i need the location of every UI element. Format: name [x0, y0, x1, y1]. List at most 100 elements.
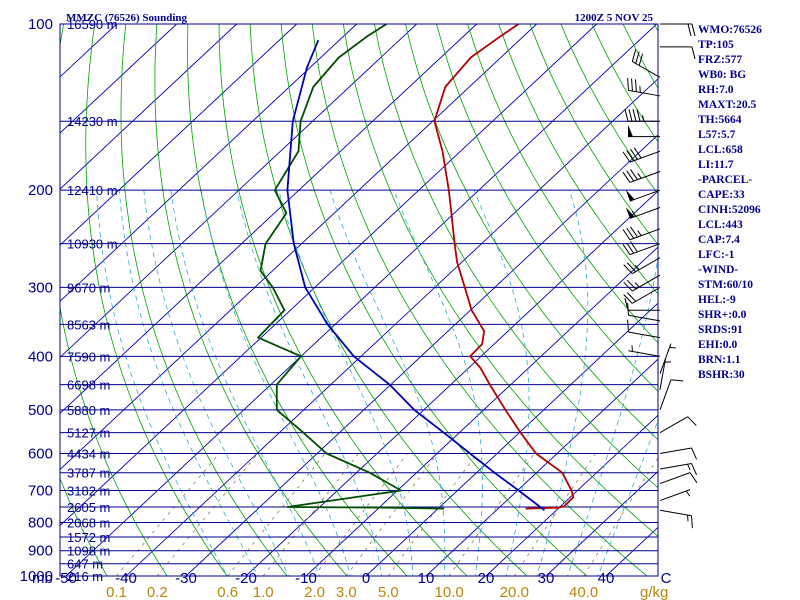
index-item: BRN:1.1	[698, 354, 741, 366]
wind-barb-half-feather	[687, 463, 691, 471]
wind-barb-feather	[670, 379, 684, 382]
pressure-tick-label: 100	[28, 16, 53, 33]
wind-barb-feather	[691, 463, 698, 475]
mixing-ratio-tick-label: 5.0	[378, 584, 399, 600]
isobar-lines	[60, 23, 658, 577]
height-label: 12410 m	[67, 183, 118, 198]
wind-barb-feather	[622, 229, 631, 241]
dry-adiabat-line	[405, 24, 658, 441]
height-label: 2068 m	[67, 516, 110, 531]
wind-barb-feather	[626, 262, 637, 272]
wind-barb	[632, 257, 661, 275]
wind-barb-feather	[626, 227, 635, 239]
wind-barb-feather	[691, 447, 698, 460]
moist-adiabat-line	[597, 419, 658, 576]
mixing-ratio-axis-labels: 0.1 0.2 0.6 1.0 2.0 3.0 5.0 10.0 20.0 40.0	[106, 584, 598, 600]
chart-title: MMZC (76526) Sounding	[66, 12, 188, 24]
wind-barb-feather	[622, 151, 631, 163]
wind-barb-feather	[627, 302, 629, 316]
isotherm-line	[60, 24, 177, 134]
wind-barb-feather	[687, 416, 697, 426]
height-label: 4434 m	[67, 447, 110, 462]
wind-barb	[659, 509, 692, 517]
wind-barb-feather	[631, 78, 633, 92]
wind-barb-feather	[691, 46, 696, 59]
isotherm-line	[125, 78, 658, 576]
dry-adiabat-line	[85, 24, 228, 576]
wind-barb-feather	[630, 241, 638, 253]
moist-adiabat-line	[278, 190, 414, 576]
height-label: 3182 m	[67, 483, 110, 498]
temperature-trace	[433, 24, 575, 510]
moist-adiabat-line	[200, 190, 351, 576]
isotherm-line	[305, 246, 658, 576]
wind-barb-feather	[623, 281, 633, 292]
wind-barb-half-feather	[637, 172, 642, 179]
wind-barb-half-feather	[669, 346, 676, 349]
isotherm-line	[545, 470, 658, 576]
isotherm-line	[60, 24, 597, 527]
temperature-tick-label: -40	[115, 570, 137, 587]
wind-barb-feather	[626, 279, 637, 290]
index-item: TH:5664	[698, 114, 742, 126]
wind-barb	[629, 150, 661, 163]
pressure-tick-label: 700	[28, 482, 53, 499]
index-item: LCL:443	[698, 219, 743, 231]
isotherm-line	[60, 24, 417, 358]
height-label: 5127 m	[67, 426, 110, 441]
wind-barb-feather	[624, 109, 629, 122]
temperature-tick-label: -30	[175, 570, 197, 587]
dry-adiabat-line	[187, 24, 408, 576]
moist-adiabat-line	[143, 190, 289, 576]
wind-barb-half-feather	[642, 115, 645, 122]
dry-adiabat-line	[120, 24, 288, 576]
wind-barb-flag	[628, 124, 633, 137]
dry-adiabat-lines	[60, 24, 658, 576]
mixing-ratio-tick-label: 3.0	[336, 584, 357, 600]
wind-barb-feather	[627, 78, 629, 91]
wind-barb-half-feather	[685, 490, 691, 497]
dry-adiabat-line	[342, 24, 658, 537]
wind-barb	[628, 89, 661, 97]
height-label: 1572 m	[67, 530, 110, 545]
wind-barb-feather	[634, 79, 637, 92]
wind-barb	[659, 462, 692, 470]
index-item: LCL:658	[698, 144, 743, 156]
height-label: 1098 m	[67, 544, 110, 559]
wind-barb-feather	[626, 292, 637, 302]
isotherm-line	[60, 24, 477, 414]
temperature-tick-label: 20	[478, 570, 495, 587]
height-label: 9670 m	[67, 280, 110, 295]
wind-barb-half-feather	[634, 282, 640, 288]
wind-barb-half-feather	[637, 230, 642, 236]
dry-adiabat-line	[436, 24, 658, 392]
pressure-tick-label: 400	[28, 348, 53, 365]
wind-barb-feather	[628, 109, 633, 122]
height-label: 14230 m	[67, 114, 118, 129]
pressure-tick-label: 800	[28, 515, 53, 532]
pressure-tick-label: 200	[28, 182, 53, 199]
height-label: 16590 m	[67, 17, 118, 32]
wind-barb-feather	[691, 515, 693, 529]
index-item: L57:5.7	[698, 129, 736, 141]
pressure-tick-label: 300	[28, 279, 53, 296]
moist-adiabat-line	[329, 190, 446, 576]
index-item: EHI:0.0	[698, 339, 738, 351]
mixing-ratio-tick-label: 10.0	[435, 584, 464, 600]
wind-barb-feather	[638, 53, 644, 66]
chart-time: 1200Z 5 NOV 25	[575, 12, 654, 24]
height-label: 647 m	[67, 557, 103, 572]
wind-barb	[629, 243, 661, 256]
index-item: LI:11.7	[698, 159, 734, 171]
wind-barb	[659, 416, 688, 434]
wind-barb	[632, 286, 661, 304]
wind-barb-feather	[626, 150, 635, 162]
wind-barb-feather	[630, 148, 638, 160]
wind-barb-feather	[623, 294, 633, 304]
temperature-tick-label: -50	[55, 570, 77, 587]
wind-barb	[629, 171, 661, 183]
mixing-ratio-tick-label: 0.6	[217, 584, 238, 600]
wind-barb-feather	[630, 169, 638, 180]
mixing-ratio-tick-label: 40.0	[569, 584, 598, 600]
